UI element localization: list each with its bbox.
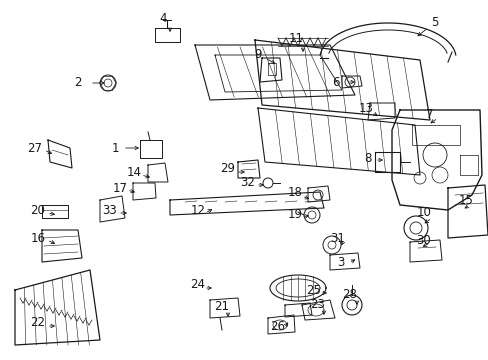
Text: 14: 14	[126, 166, 141, 179]
Text: 20: 20	[30, 203, 45, 216]
Text: 11: 11	[288, 31, 303, 45]
Text: 6: 6	[331, 76, 339, 89]
Text: 3: 3	[337, 256, 344, 270]
Text: 22: 22	[30, 316, 45, 329]
Text: 18: 18	[287, 186, 302, 199]
Text: 13: 13	[358, 102, 373, 114]
Text: 5: 5	[430, 15, 438, 28]
Text: 29: 29	[220, 162, 235, 175]
Text: 33: 33	[102, 203, 117, 216]
Text: 15: 15	[458, 194, 472, 207]
Text: 12: 12	[190, 203, 205, 216]
Text: 4: 4	[159, 12, 166, 24]
Text: 17: 17	[112, 181, 127, 194]
Text: 19: 19	[287, 207, 302, 220]
Text: 27: 27	[27, 141, 42, 154]
Text: 16: 16	[30, 231, 45, 244]
Text: 31: 31	[330, 231, 345, 244]
Text: 9: 9	[254, 49, 261, 62]
Text: 24: 24	[190, 279, 205, 292]
Text: 2: 2	[74, 76, 81, 89]
Text: 8: 8	[364, 152, 371, 165]
Text: 26: 26	[270, 320, 285, 333]
Text: 25: 25	[306, 284, 321, 297]
Text: 10: 10	[416, 207, 430, 220]
Text: 7: 7	[426, 108, 433, 122]
Text: 28: 28	[342, 288, 357, 302]
Text: 1: 1	[111, 141, 119, 154]
Text: 21: 21	[214, 301, 229, 314]
Text: 32: 32	[240, 175, 255, 189]
Text: 23: 23	[310, 298, 325, 311]
Text: 30: 30	[416, 234, 430, 247]
